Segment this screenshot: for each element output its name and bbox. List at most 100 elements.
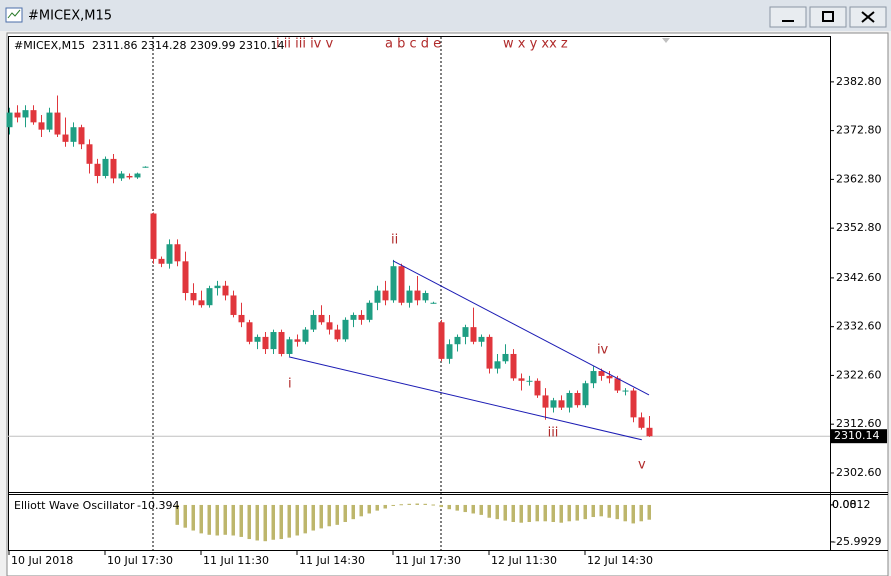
window-buttons[interactable] <box>769 6 887 28</box>
osc-bar <box>575 504 579 521</box>
osc-bar <box>487 504 491 518</box>
osc-bar <box>183 504 187 528</box>
candle-body <box>166 244 173 264</box>
osc-bar <box>215 504 219 536</box>
osc-bar <box>207 504 211 535</box>
x-tick-label: 12 Jul 11:30 <box>491 554 557 567</box>
chart-symbol: #MICEX,M15 <box>14 39 85 52</box>
osc-bar <box>415 503 419 505</box>
candle-body <box>22 110 29 118</box>
candle-body <box>582 383 589 406</box>
candle-body <box>550 400 557 408</box>
osc-tick-label: -25.9929 <box>832 535 881 548</box>
osc-bar <box>567 504 571 522</box>
candle-body <box>174 244 181 262</box>
y-tick-label: 2322.60 <box>836 368 882 381</box>
candle-body <box>254 336 261 342</box>
y-tick-label: 2332.60 <box>836 320 882 333</box>
wave-annotation: iii <box>548 425 559 440</box>
osc-bar <box>511 504 515 523</box>
window-title: #MICEX,M15 <box>28 9 112 24</box>
wave-label: a b c d e <box>385 37 441 52</box>
candle-body <box>150 213 157 259</box>
candle-body <box>238 314 245 323</box>
x-tick-label: 10 Jul 2018 <box>11 554 73 567</box>
osc-bar <box>447 504 451 510</box>
price-tag-label: 2310.14 <box>834 429 880 442</box>
osc-bar <box>623 504 627 522</box>
candle-body <box>230 295 237 315</box>
candle-body <box>382 290 389 301</box>
candle-body <box>142 166 149 168</box>
wave-label: w x y xx z <box>503 37 568 52</box>
candle-body <box>414 290 421 301</box>
wave-annotation: i <box>288 377 292 392</box>
title-bar <box>0 0 891 31</box>
candle-body <box>126 175 133 178</box>
osc-bar <box>199 504 203 534</box>
candle-body <box>62 134 69 142</box>
candle-body <box>134 173 141 178</box>
candle-body <box>350 314 357 320</box>
candle-body <box>278 332 285 354</box>
ohlc-high: 2314.28 <box>141 39 187 52</box>
candle-body <box>158 258 165 264</box>
osc-bar <box>359 504 363 517</box>
restore-button[interactable] <box>809 6 847 28</box>
osc-bar <box>263 504 267 542</box>
osc-bar <box>383 504 387 509</box>
osc-bar <box>463 504 467 513</box>
candle-body <box>406 290 413 303</box>
osc-bar <box>407 503 411 505</box>
y-tick-label: 2302.60 <box>836 466 882 479</box>
osc-tick-label: 0.00 <box>832 498 857 511</box>
trendline <box>392 260 650 396</box>
candle-body <box>30 110 37 123</box>
candle-body <box>118 173 125 179</box>
candle-body <box>630 390 637 418</box>
candle-body <box>14 112 21 118</box>
candle-body <box>86 144 93 164</box>
osc-bar <box>631 504 635 524</box>
oscillator-name: Elliott Wave Oscillator <box>14 499 135 512</box>
wave-label: i ii iii iv v <box>276 37 334 52</box>
wave-annotation: iv <box>597 343 609 358</box>
osc-bar <box>599 504 603 517</box>
osc-bar <box>583 504 587 520</box>
osc-bar <box>295 504 299 536</box>
candle-body <box>446 344 453 359</box>
osc-bar <box>231 504 235 536</box>
osc-bar <box>239 504 243 537</box>
wave-annotation: v <box>638 458 646 473</box>
shift-marker <box>662 38 670 43</box>
candle-body <box>638 417 645 428</box>
osc-bar <box>271 504 275 540</box>
osc-bar <box>519 504 523 523</box>
osc-bar <box>311 504 315 531</box>
osc-bar <box>367 504 371 514</box>
candle-body <box>222 285 229 296</box>
wave-annotation: ii <box>391 232 398 247</box>
candle-body <box>438 322 445 359</box>
osc-bar <box>431 504 435 506</box>
minimize-button[interactable] <box>769 6 807 28</box>
candle-body <box>646 427 653 437</box>
candle-body <box>78 127 85 145</box>
osc-bar <box>279 504 283 540</box>
candle-body <box>70 127 77 142</box>
candle-body <box>342 319 349 340</box>
osc-bar <box>551 504 555 523</box>
candle-body <box>358 314 365 320</box>
osc-bar <box>503 504 507 521</box>
candle-body <box>286 339 293 354</box>
osc-bar <box>639 504 643 522</box>
osc-bar <box>375 504 379 511</box>
ohlc-low: 2309.99 <box>190 39 236 52</box>
candle-body <box>102 158 109 176</box>
y-tick-label: 2342.60 <box>836 271 882 284</box>
candle-body <box>374 290 381 303</box>
candle-body <box>214 285 221 289</box>
candle-body <box>182 261 189 294</box>
candle-body <box>190 293 197 301</box>
